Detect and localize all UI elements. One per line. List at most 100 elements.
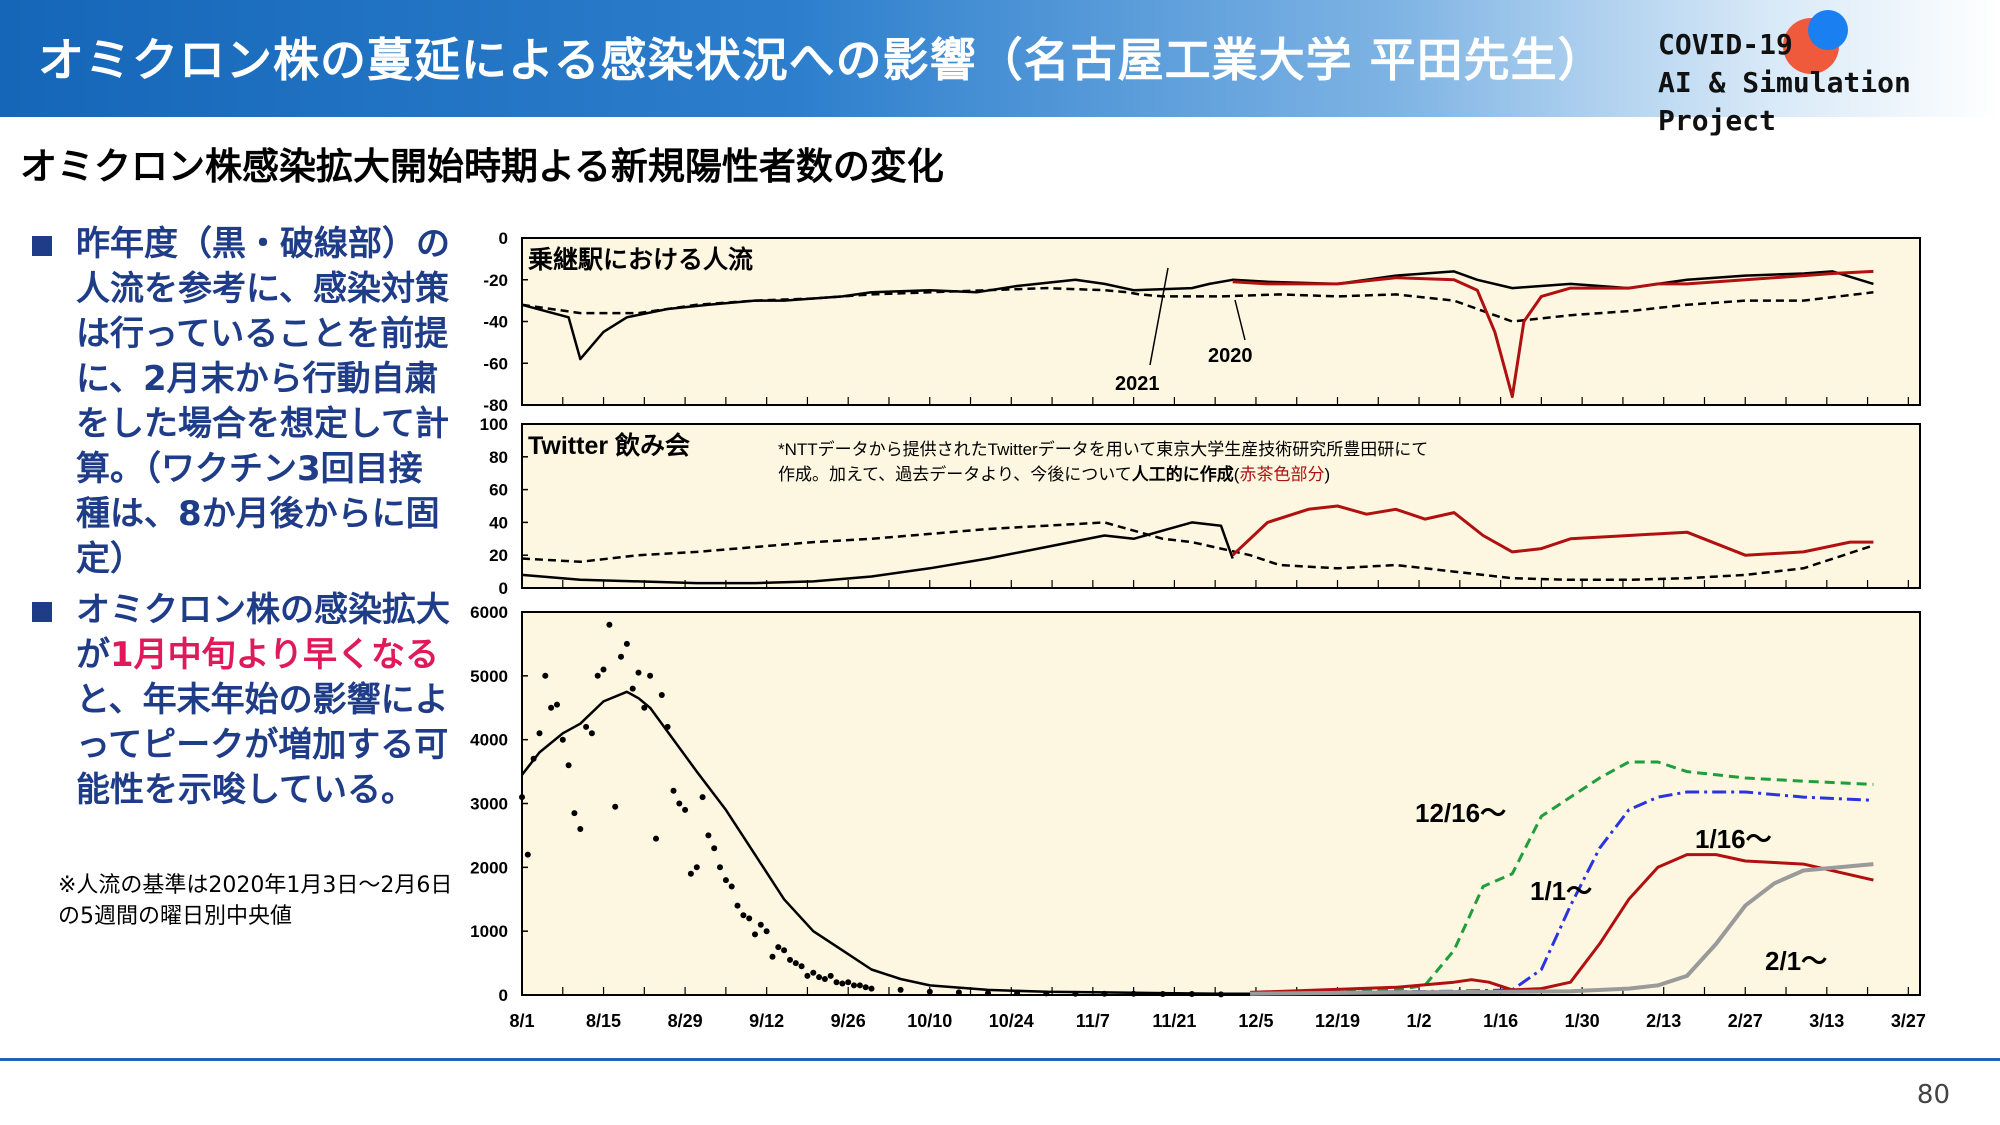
y-tick-label: -40 xyxy=(483,313,508,332)
x-tick-label: 3/13 xyxy=(1809,1011,1844,1031)
chart-panel-2 xyxy=(521,423,1921,589)
scatter-point xyxy=(740,912,747,919)
scatter-point xyxy=(606,621,613,628)
x-tick-label: 2/13 xyxy=(1646,1011,1681,1031)
scatter-point xyxy=(687,870,694,877)
logo-line1: COVID-19 xyxy=(1658,28,1793,61)
twitter-note-span: ) xyxy=(1324,465,1330,484)
scatter-point xyxy=(653,835,659,842)
y-tick-label: 0 xyxy=(499,229,508,248)
scatter-point xyxy=(536,730,543,737)
scatter-point xyxy=(519,794,525,801)
scatter-point xyxy=(763,928,770,935)
scatter-point xyxy=(647,672,654,679)
scatter-point xyxy=(816,974,823,981)
scatter-point xyxy=(699,794,706,801)
label-2021: 2021 xyxy=(1115,373,1160,395)
page-number: 80 xyxy=(1916,1080,1950,1110)
scatter-point xyxy=(594,672,601,679)
scatter-point xyxy=(1218,991,1224,998)
bullet-text-2-pre: オミクロン株の感染拡大が xyxy=(76,590,450,675)
scatter-point xyxy=(705,832,712,839)
scenario-label: 1/16～ xyxy=(1695,824,1772,854)
y-tick-label: 0 xyxy=(499,579,508,598)
y-tick-label: 1000 xyxy=(470,922,508,941)
scatter-point xyxy=(775,944,782,951)
x-tick-label: 12/5 xyxy=(1238,1011,1273,1031)
scatter-point xyxy=(752,931,758,938)
scatter-point xyxy=(1159,991,1166,997)
chart-title-2: Twitter 飲み会 xyxy=(528,431,690,460)
scatter-point xyxy=(548,704,555,711)
scatter-point xyxy=(577,826,584,832)
scatter-point xyxy=(810,969,817,976)
series-line-solid-red xyxy=(1231,504,1874,557)
scatter-point xyxy=(856,982,863,989)
scatter-point xyxy=(955,989,962,996)
bullet-text-2-highlight: 1月中旬より早くなる xyxy=(110,635,439,675)
scatter-point xyxy=(728,883,735,890)
scatter-point xyxy=(1072,990,1079,997)
scatter-point xyxy=(833,979,840,986)
scatter-point xyxy=(711,845,718,852)
scatter-point xyxy=(827,972,834,979)
scatter-point xyxy=(897,986,904,993)
scatter-point xyxy=(862,984,869,991)
scatter-point xyxy=(792,960,799,967)
scatter-point xyxy=(554,701,560,708)
scatter-point xyxy=(693,864,700,871)
twitter-note-span: 人工的に作成 xyxy=(1132,464,1234,484)
twitter-note-line1: *NTTデータから提供されたTwitterデータを用いて東京大学生産技術研究所豊… xyxy=(778,439,1428,459)
scatter-point xyxy=(658,692,665,698)
y-tick-label: 20 xyxy=(489,546,508,565)
bullet-list: 昨年度（黒・破線部）の人流を参考に、感染対策は行っていることを前提に、2月末から… xyxy=(32,222,452,813)
scatter-point xyxy=(676,800,683,807)
bullet-square-icon xyxy=(32,236,52,256)
scatter-point xyxy=(757,921,764,928)
chart-panel-3 xyxy=(521,611,1921,996)
chart-title-1: 乗継駅における人流 xyxy=(528,245,753,274)
scatter-point xyxy=(618,653,624,660)
twitter-note-span: ( xyxy=(1234,465,1240,484)
scatter-point xyxy=(571,810,578,817)
x-tick-label: 12/19 xyxy=(1315,1011,1360,1031)
y-tick-label: 40 xyxy=(489,513,508,532)
scatter-point xyxy=(821,976,828,982)
x-tick-label: 1/2 xyxy=(1407,1011,1432,1031)
series-line-2020 xyxy=(521,286,1874,323)
y-tick-label: 80 xyxy=(489,448,508,467)
project-logo: COVID-19 AI & Simulation Project xyxy=(1658,26,2000,140)
bullet-text-2-post: と、年末年始の影響によってピークが増加する可能性を示唆している。 xyxy=(76,680,449,810)
scatter-point xyxy=(787,956,793,963)
arrow-2021-icon xyxy=(1149,267,1169,366)
scatter-point xyxy=(1130,990,1137,997)
x-tick-label: 3/27 xyxy=(1891,1011,1926,1031)
y-tick-label: 6000 xyxy=(470,603,508,622)
header-bar: オミクロン株の蔓延による感染状況への影響（名古屋工業大学 平田先生） COVID… xyxy=(0,0,2000,137)
twitter-note-line2: 作成。加えて、過去データより、今後について人工的に作成(赤茶色部分) xyxy=(778,464,1330,484)
label-2020: 2020 xyxy=(1208,345,1253,367)
scatter-point xyxy=(769,953,776,960)
scatter-point xyxy=(845,979,852,986)
scatter-point xyxy=(985,990,991,997)
bottom-divider xyxy=(0,1058,2000,1061)
scatter-point xyxy=(717,864,723,871)
y-tick-label: -80 xyxy=(483,396,508,415)
footnote: ※人流の基準は2020年1月3日～2月6日の5週間の曜日別中央値 xyxy=(58,873,453,929)
scenario-label: 1/1～ xyxy=(1530,876,1592,906)
scatter-point xyxy=(635,669,642,676)
scatter-point xyxy=(734,902,741,909)
x-tick-label: 10/10 xyxy=(907,1011,952,1031)
scatter-point xyxy=(804,972,811,979)
scatter-point xyxy=(1014,990,1021,997)
scatter-point xyxy=(926,988,933,995)
x-tick-label: 8/29 xyxy=(668,1011,703,1031)
scatter-point xyxy=(868,985,875,992)
bullet-item-2: オミクロン株の感染拡大が1月中旬より早くなると、年末年始の影響によってピークが増… xyxy=(32,588,452,813)
scatter-point xyxy=(623,640,630,647)
scatter-point xyxy=(1188,991,1195,997)
bullet-item-1: 昨年度（黒・破線部）の人流を参考に、感染対策は行っていることを前提に、2月末から… xyxy=(32,222,452,582)
y-tick-label: 4000 xyxy=(470,731,508,750)
scatter-point xyxy=(664,723,671,730)
